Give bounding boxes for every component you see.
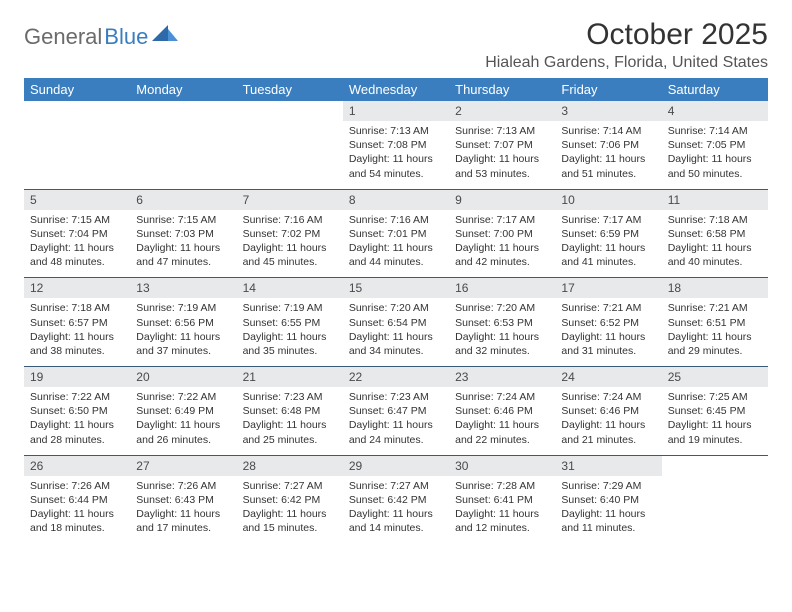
day-content-cell: Sunrise: 7:24 AMSunset: 6:46 PMDaylight:… — [449, 387, 555, 455]
day-number-cell: 18 — [662, 278, 768, 299]
day-content-cell: Sunrise: 7:15 AMSunset: 7:04 PMDaylight:… — [24, 210, 130, 278]
day-content-cell: Sunrise: 7:20 AMSunset: 6:53 PMDaylight:… — [449, 298, 555, 366]
day-number-cell: 28 — [237, 455, 343, 476]
logo: GeneralBlue — [24, 18, 178, 50]
day-number-cell: 13 — [130, 278, 236, 299]
day-content-cell: Sunrise: 7:14 AMSunset: 7:05 PMDaylight:… — [662, 121, 768, 189]
day-number-cell — [24, 101, 130, 121]
day-content-cell: Sunrise: 7:14 AMSunset: 7:06 PMDaylight:… — [555, 121, 661, 189]
day-number-cell: 11 — [662, 189, 768, 210]
day-number-cell: 19 — [24, 367, 130, 388]
day-number-row: 262728293031 — [24, 455, 768, 476]
day-content-cell — [237, 121, 343, 189]
day-content-cell: Sunrise: 7:20 AMSunset: 6:54 PMDaylight:… — [343, 298, 449, 366]
day-content-cell: Sunrise: 7:17 AMSunset: 6:59 PMDaylight:… — [555, 210, 661, 278]
day-number-cell: 22 — [343, 367, 449, 388]
day-number-cell: 3 — [555, 101, 661, 121]
day-content-cell: Sunrise: 7:26 AMSunset: 6:43 PMDaylight:… — [130, 476, 236, 544]
day-content-cell: Sunrise: 7:22 AMSunset: 6:50 PMDaylight:… — [24, 387, 130, 455]
day-content-cell: Sunrise: 7:15 AMSunset: 7:03 PMDaylight:… — [130, 210, 236, 278]
day-number-row: 567891011 — [24, 189, 768, 210]
day-number-cell: 24 — [555, 367, 661, 388]
day-number-cell: 26 — [24, 455, 130, 476]
day-number-cell: 5 — [24, 189, 130, 210]
day-header: Sunday — [24, 78, 130, 101]
day-content-cell: Sunrise: 7:19 AMSunset: 6:55 PMDaylight:… — [237, 298, 343, 366]
day-content-cell: Sunrise: 7:27 AMSunset: 6:42 PMDaylight:… — [237, 476, 343, 544]
day-number-cell: 9 — [449, 189, 555, 210]
day-header-row: Sunday Monday Tuesday Wednesday Thursday… — [24, 78, 768, 101]
day-number-row: 1234 — [24, 101, 768, 121]
day-content-row: Sunrise: 7:22 AMSunset: 6:50 PMDaylight:… — [24, 387, 768, 455]
day-content-cell: Sunrise: 7:23 AMSunset: 6:48 PMDaylight:… — [237, 387, 343, 455]
day-content-cell: Sunrise: 7:26 AMSunset: 6:44 PMDaylight:… — [24, 476, 130, 544]
day-number-cell: 4 — [662, 101, 768, 121]
day-content-cell: Sunrise: 7:22 AMSunset: 6:49 PMDaylight:… — [130, 387, 236, 455]
day-header: Monday — [130, 78, 236, 101]
day-content-cell: Sunrise: 7:13 AMSunset: 7:08 PMDaylight:… — [343, 121, 449, 189]
day-content-cell: Sunrise: 7:13 AMSunset: 7:07 PMDaylight:… — [449, 121, 555, 189]
day-content-cell: Sunrise: 7:25 AMSunset: 6:45 PMDaylight:… — [662, 387, 768, 455]
location-text: Hialeah Gardens, Florida, United States — [485, 54, 768, 72]
logo-text-general: General — [24, 24, 102, 50]
day-number-cell: 15 — [343, 278, 449, 299]
day-number-cell: 25 — [662, 367, 768, 388]
day-number-cell — [662, 455, 768, 476]
day-content-cell: Sunrise: 7:16 AMSunset: 7:02 PMDaylight:… — [237, 210, 343, 278]
day-number-cell: 6 — [130, 189, 236, 210]
day-content-cell: Sunrise: 7:24 AMSunset: 6:46 PMDaylight:… — [555, 387, 661, 455]
day-number-cell: 16 — [449, 278, 555, 299]
day-content-cell — [662, 476, 768, 544]
day-content-cell — [24, 121, 130, 189]
day-header: Saturday — [662, 78, 768, 101]
month-title: October 2025 — [485, 18, 768, 52]
day-number-row: 19202122232425 — [24, 367, 768, 388]
day-content-cell: Sunrise: 7:29 AMSunset: 6:40 PMDaylight:… — [555, 476, 661, 544]
day-number-cell: 21 — [237, 367, 343, 388]
day-content-row: Sunrise: 7:13 AMSunset: 7:08 PMDaylight:… — [24, 121, 768, 189]
page-header: GeneralBlue October 2025 Hialeah Gardens… — [24, 18, 768, 72]
day-number-cell — [130, 101, 236, 121]
day-content-row: Sunrise: 7:18 AMSunset: 6:57 PMDaylight:… — [24, 298, 768, 366]
day-number-cell: 12 — [24, 278, 130, 299]
day-content-cell: Sunrise: 7:19 AMSunset: 6:56 PMDaylight:… — [130, 298, 236, 366]
day-header: Friday — [555, 78, 661, 101]
day-number-cell — [237, 101, 343, 121]
calendar-table: Sunday Monday Tuesday Wednesday Thursday… — [24, 78, 768, 543]
day-content-cell: Sunrise: 7:21 AMSunset: 6:52 PMDaylight:… — [555, 298, 661, 366]
day-content-row: Sunrise: 7:26 AMSunset: 6:44 PMDaylight:… — [24, 476, 768, 544]
day-number-cell: 23 — [449, 367, 555, 388]
day-number-cell: 30 — [449, 455, 555, 476]
day-number-cell: 2 — [449, 101, 555, 121]
calendar-page: GeneralBlue October 2025 Hialeah Gardens… — [0, 0, 792, 561]
logo-mark-icon — [152, 25, 178, 45]
day-number-cell: 14 — [237, 278, 343, 299]
day-number-cell: 27 — [130, 455, 236, 476]
day-number-cell: 1 — [343, 101, 449, 121]
day-content-cell: Sunrise: 7:27 AMSunset: 6:42 PMDaylight:… — [343, 476, 449, 544]
title-block: October 2025 Hialeah Gardens, Florida, U… — [485, 18, 768, 72]
day-number-cell: 31 — [555, 455, 661, 476]
day-content-cell — [130, 121, 236, 189]
day-number-cell: 10 — [555, 189, 661, 210]
day-number-cell: 17 — [555, 278, 661, 299]
day-content-cell: Sunrise: 7:28 AMSunset: 6:41 PMDaylight:… — [449, 476, 555, 544]
calendar-body: 1234Sunrise: 7:13 AMSunset: 7:08 PMDayli… — [24, 101, 768, 543]
day-number-cell: 7 — [237, 189, 343, 210]
day-number-cell: 29 — [343, 455, 449, 476]
day-content-cell: Sunrise: 7:21 AMSunset: 6:51 PMDaylight:… — [662, 298, 768, 366]
day-content-cell: Sunrise: 7:16 AMSunset: 7:01 PMDaylight:… — [343, 210, 449, 278]
day-header: Wednesday — [343, 78, 449, 101]
day-header: Thursday — [449, 78, 555, 101]
day-content-cell: Sunrise: 7:23 AMSunset: 6:47 PMDaylight:… — [343, 387, 449, 455]
day-number-row: 12131415161718 — [24, 278, 768, 299]
day-content-row: Sunrise: 7:15 AMSunset: 7:04 PMDaylight:… — [24, 210, 768, 278]
day-number-cell: 20 — [130, 367, 236, 388]
day-number-cell: 8 — [343, 189, 449, 210]
day-content-cell: Sunrise: 7:18 AMSunset: 6:58 PMDaylight:… — [662, 210, 768, 278]
day-header: Tuesday — [237, 78, 343, 101]
day-content-cell: Sunrise: 7:18 AMSunset: 6:57 PMDaylight:… — [24, 298, 130, 366]
logo-text-blue: Blue — [104, 24, 148, 50]
day-content-cell: Sunrise: 7:17 AMSunset: 7:00 PMDaylight:… — [449, 210, 555, 278]
